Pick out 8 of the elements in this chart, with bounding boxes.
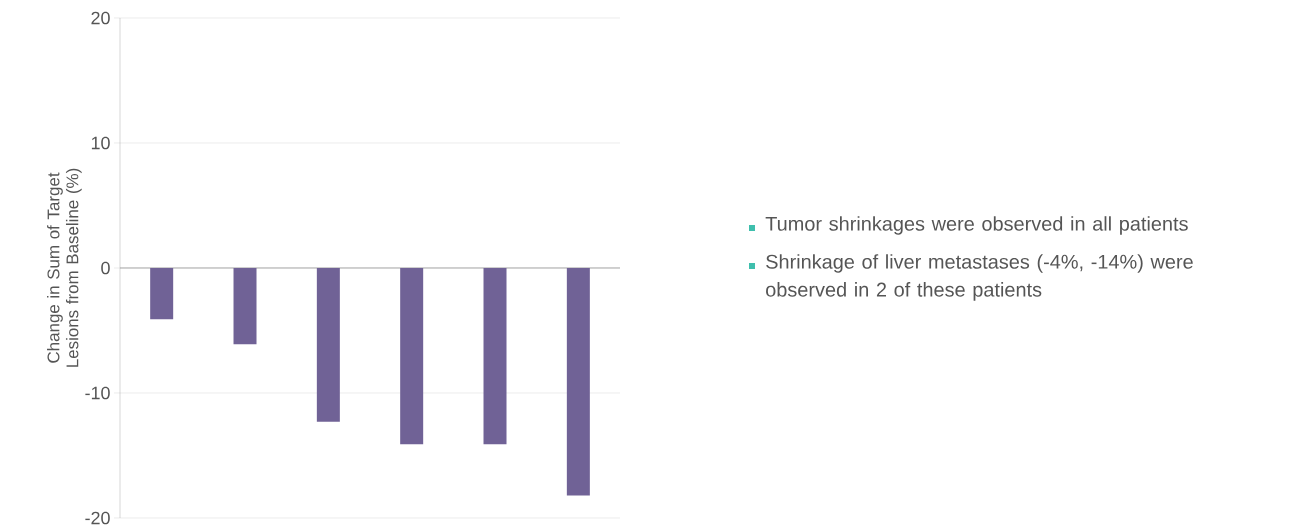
y-tick-label: 20 — [91, 11, 110, 25]
y-tick-label: 10 — [91, 136, 110, 150]
y-tick-label: 0 — [101, 261, 110, 275]
y-tick-label: -20 — [85, 511, 110, 525]
y-tick-label: -10 — [85, 386, 110, 400]
text: Shrinkage of liver metastases (-4%, -14%) were observed in 2 of these patients — [766, 254, 1193, 301]
y-axis-title: Change in Sum of Target Lesions from Baseline (%) — [47, 168, 82, 367]
text: Tumor shrinkages were observed in all patients — [765, 216, 1188, 235]
